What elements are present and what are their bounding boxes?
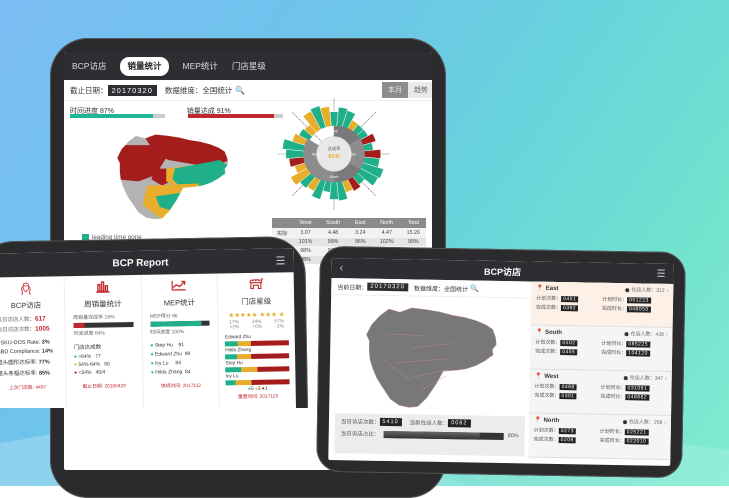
svg-text:达成率: 达成率 [328, 145, 342, 152]
svg-text:South: South [329, 175, 338, 179]
svg-text:West: West [312, 153, 320, 157]
svg-text:North: North [330, 129, 339, 133]
svg-text:91%: 91% [328, 154, 340, 160]
svg-text:East: East [349, 153, 356, 157]
